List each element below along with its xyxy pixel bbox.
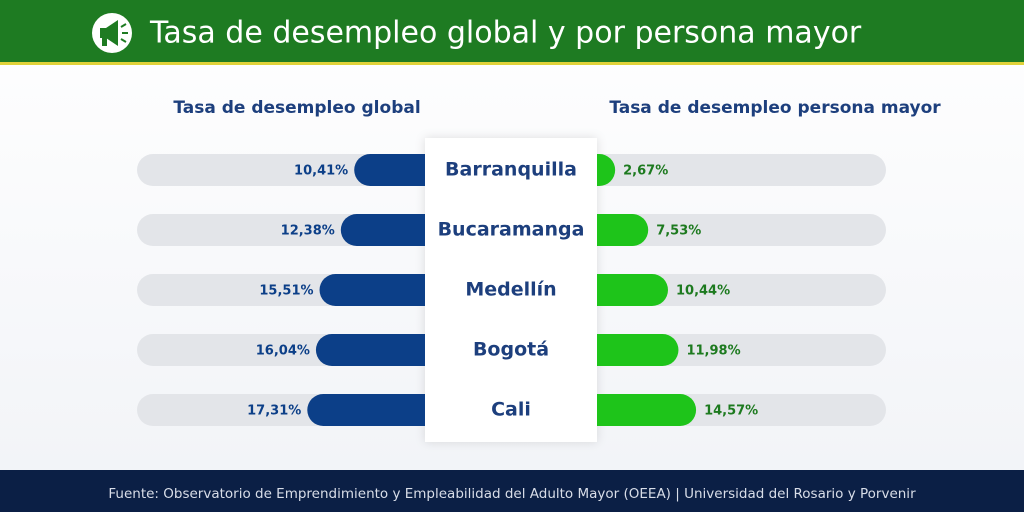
bar (597, 274, 668, 306)
footer-band (0, 470, 1024, 512)
value-label: 10,44% (676, 284, 730, 299)
header-icon (92, 13, 132, 53)
category-label: Bucaramanga (438, 219, 585, 241)
value-label: 14,57% (704, 404, 758, 419)
value-label: 17,31% (247, 404, 301, 419)
bar-track (577, 214, 886, 246)
rows: 10,41% 2,67% Barranquilla 12,38% 7,53% Bucara… (137, 138, 886, 442)
category-label: Cali (491, 399, 531, 421)
category-label: Medellín (465, 279, 556, 301)
center-panel (425, 138, 597, 442)
bar (597, 154, 616, 186)
header-band (0, 0, 1024, 62)
bar (354, 154, 425, 186)
bar-track (577, 154, 886, 186)
bar (315, 334, 425, 366)
bar (340, 214, 425, 246)
value-label: 16,04% (256, 344, 310, 359)
chart-title: Tasa de desempleo global y por persona m… (149, 16, 862, 51)
series-title: Tasa de desempleo global (173, 98, 420, 118)
category-label: Barranquilla (445, 159, 577, 181)
value-label: 7,53% (656, 224, 701, 239)
series-title: Tasa de desempleo persona mayor (609, 98, 941, 118)
value-label: 10,41% (294, 164, 348, 179)
source-note: Fuente: Observatorio de Emprendimiento y… (108, 486, 916, 502)
header-rule (0, 62, 1024, 65)
category-label: Bogotá (473, 339, 549, 361)
bar (597, 334, 679, 366)
bar (307, 394, 425, 426)
bar (597, 214, 649, 246)
value-label: 12,38% (281, 224, 335, 239)
value-label: 15,51% (259, 284, 313, 299)
bar (597, 394, 697, 426)
value-label: 2,67% (623, 164, 668, 179)
bar (319, 274, 425, 306)
value-label: 11,98% (686, 344, 740, 359)
